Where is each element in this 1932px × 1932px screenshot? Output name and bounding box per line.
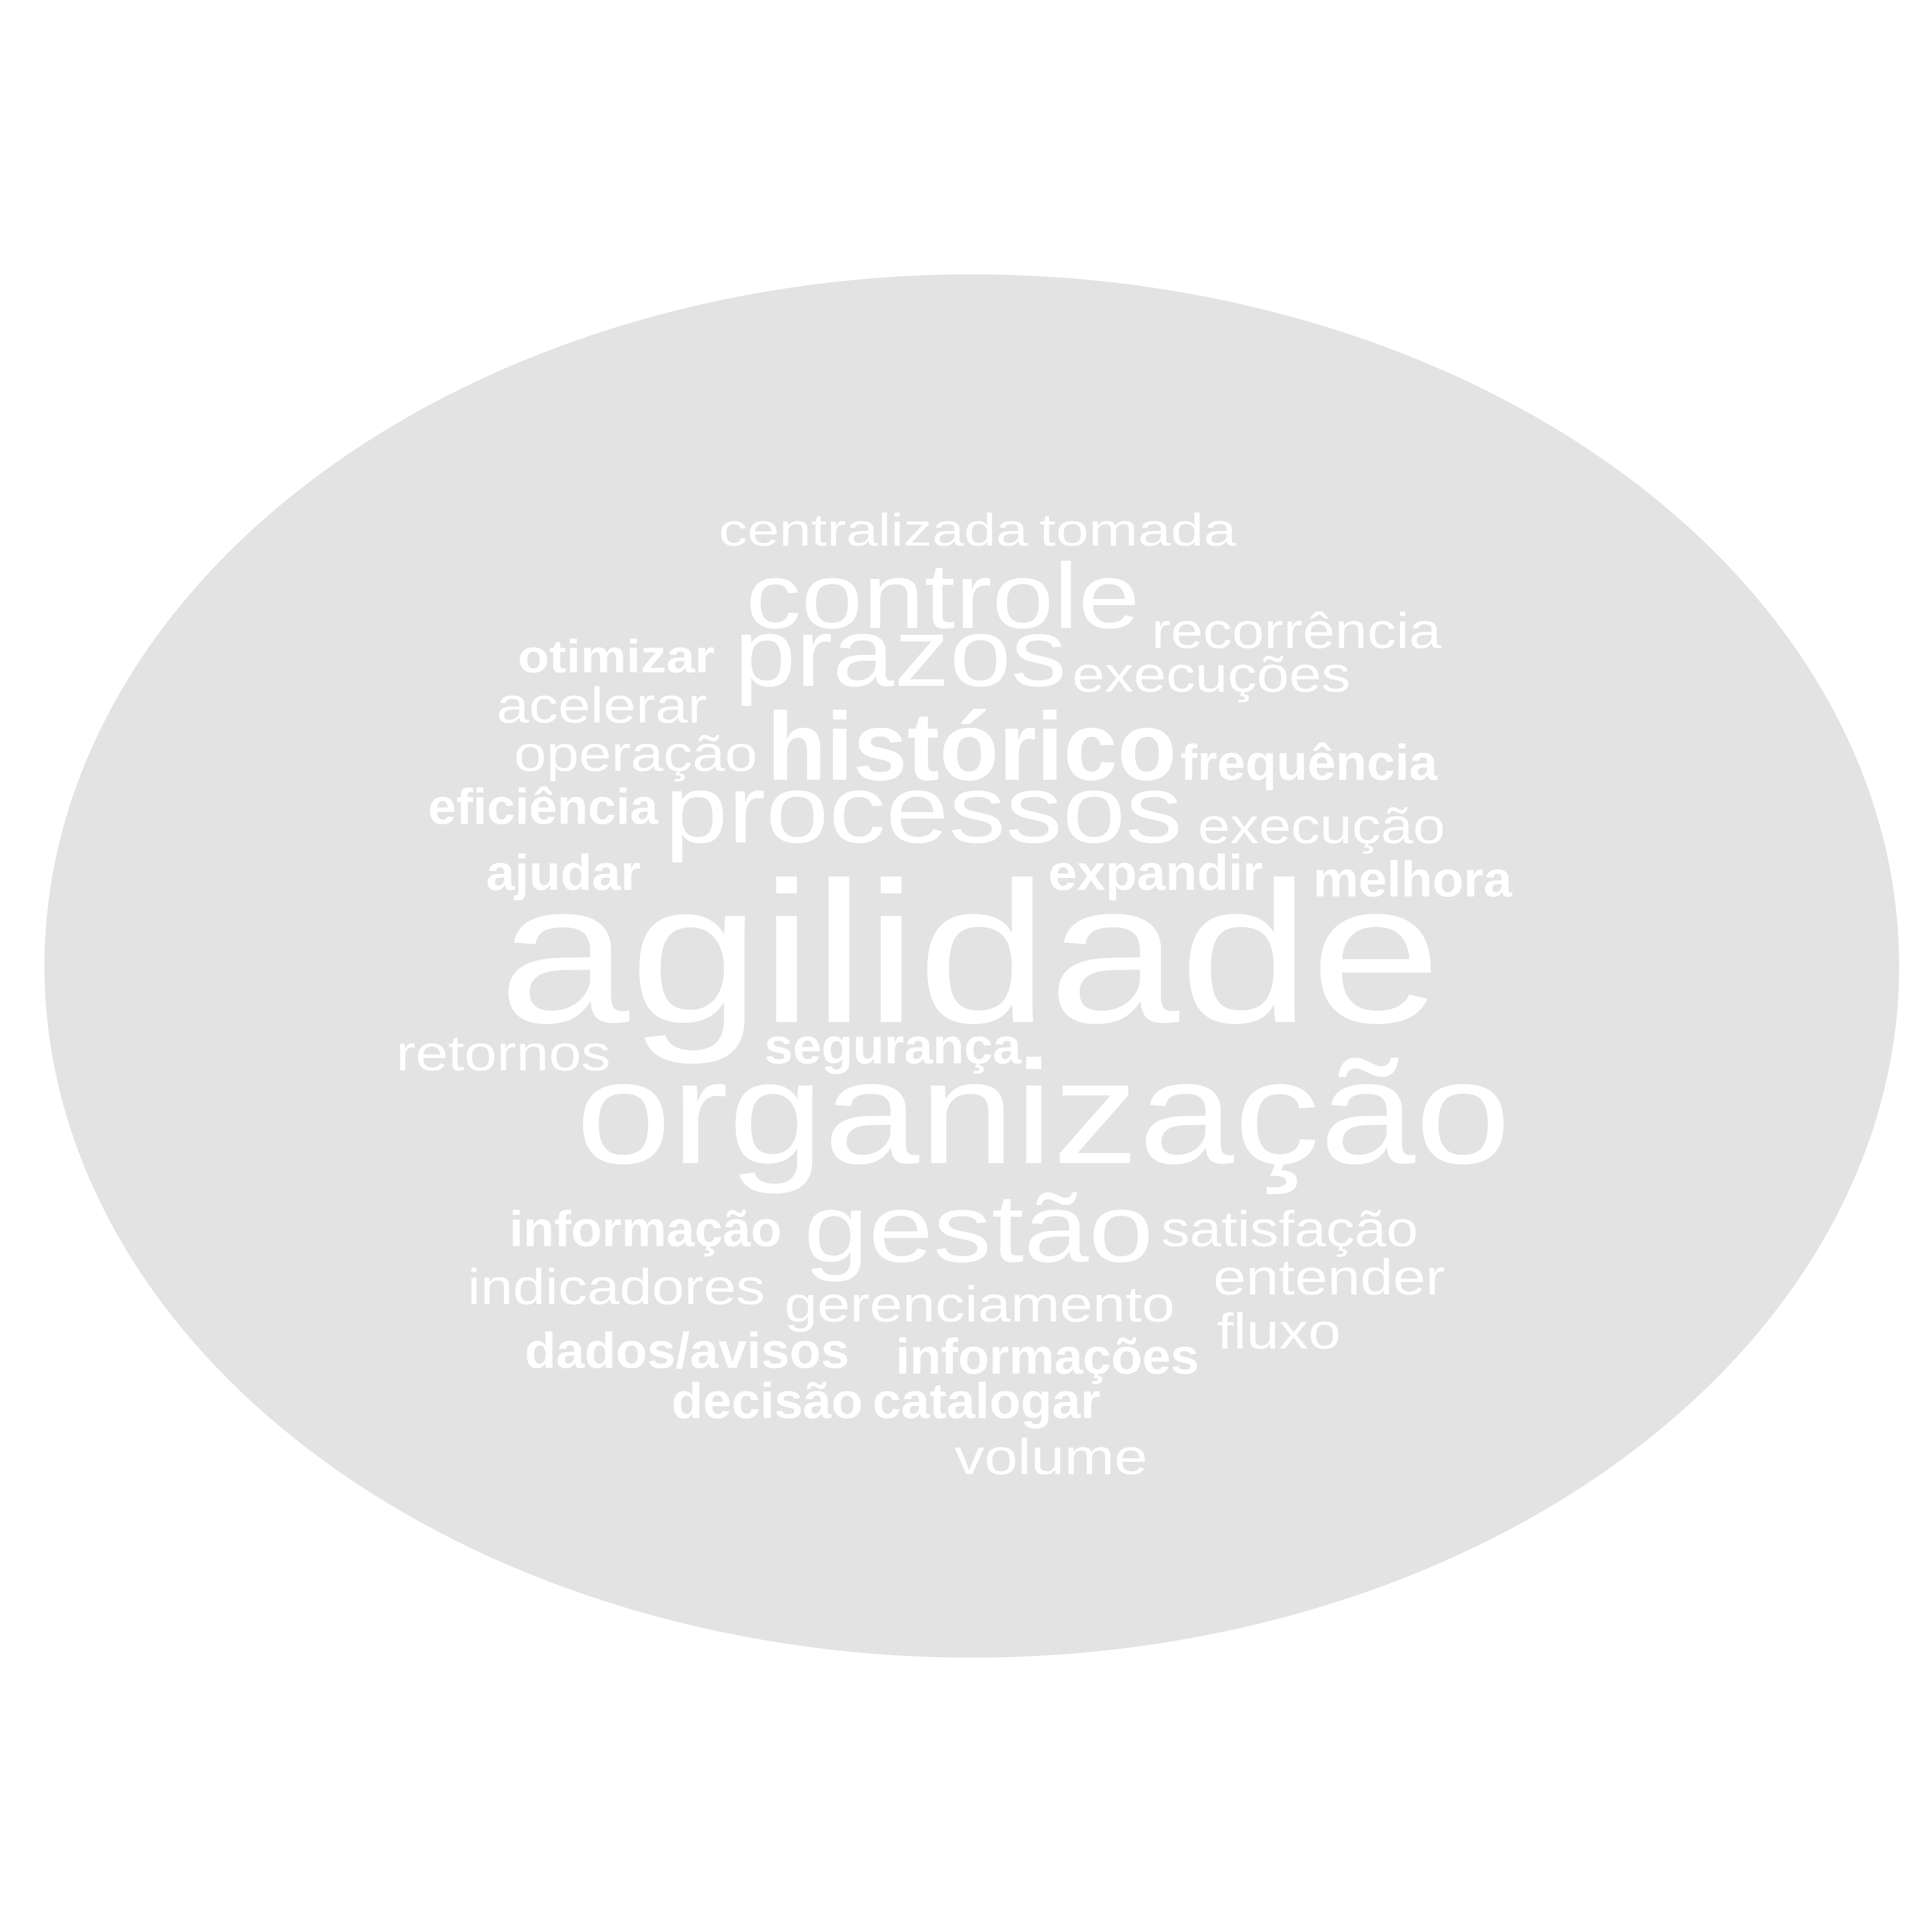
- word-gestao: gestão: [804, 1174, 1153, 1282]
- word-fluxo: fluxo: [1217, 1303, 1341, 1359]
- word-catalogar: catalogar: [872, 1372, 1100, 1429]
- word-eficiencia: eficiência: [428, 778, 659, 835]
- word-centralizada: centralizada: [719, 505, 1028, 556]
- word-execucao: execução: [1198, 798, 1445, 854]
- word-dados-avisos: dados/avisos: [525, 1322, 849, 1379]
- word-controle: controle: [746, 544, 1140, 648]
- word-agilidade: agilidade: [498, 840, 1441, 1066]
- word-execucoes: execuções: [1072, 646, 1350, 702]
- word-recorrencia: recorrência: [1151, 602, 1442, 659]
- word-seguranca: segurança: [764, 1018, 1022, 1074]
- word-melhora: melhora: [1313, 851, 1513, 907]
- word-gerenciamento: gerenciamento: [784, 1276, 1175, 1332]
- word-operacao: operação: [514, 725, 757, 782]
- word-tomada: tomada: [1039, 505, 1236, 556]
- word-entender: entender: [1213, 1249, 1445, 1305]
- word-decisao: decisão: [672, 1372, 863, 1429]
- word-acelerar: acelerar: [497, 677, 707, 733]
- word-otimizar: otimizar: [518, 631, 715, 682]
- word-retornos: retornos: [396, 1025, 611, 1081]
- word-informacao: informação: [509, 1201, 782, 1257]
- word-informacoes: informações: [896, 1328, 1199, 1384]
- word-organizacao: organização: [576, 1030, 1511, 1195]
- cloud-ellipse-shape: [44, 274, 1899, 1658]
- word-historico: histórico: [767, 692, 1177, 800]
- word-prazos: prazos: [734, 599, 1066, 706]
- word-processos: processos: [665, 755, 1182, 863]
- word-satisfacao: satisfação: [1161, 1201, 1418, 1257]
- word-volume: volume: [954, 1429, 1148, 1485]
- word-expandir: expandir: [1048, 844, 1263, 901]
- word-indicadores: indicadores: [468, 1259, 765, 1315]
- word-ajudar: ajudar: [486, 844, 641, 901]
- word-frequencia: frequência: [1180, 734, 1438, 791]
